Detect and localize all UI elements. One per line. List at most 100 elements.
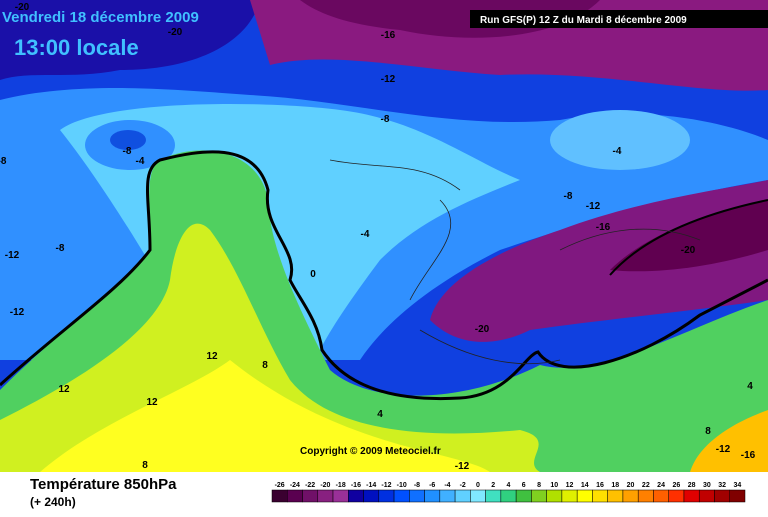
contour-label: -4 bbox=[136, 156, 145, 167]
legend-label: 8 bbox=[537, 482, 541, 489]
legend-label: 14 bbox=[581, 482, 589, 489]
legend-swatch bbox=[485, 489, 502, 503]
legend-label: 26 bbox=[672, 482, 680, 489]
contour-label: 12 bbox=[146, 397, 158, 408]
contour-label: -4 bbox=[361, 229, 370, 240]
legend-label: -14 bbox=[366, 482, 376, 489]
contour-label: 8 bbox=[142, 460, 148, 471]
region bbox=[40, 360, 490, 472]
run-box bbox=[470, 10, 768, 28]
lead-time: (+ 240h) bbox=[30, 495, 76, 509]
legend-label: -22 bbox=[305, 482, 315, 489]
contour-label: 12 bbox=[58, 384, 70, 395]
legend-swatch bbox=[393, 489, 410, 503]
legend-label: -18 bbox=[336, 482, 346, 489]
legend-label: 10 bbox=[550, 482, 558, 489]
legend-swatch bbox=[454, 489, 471, 503]
contour-label: -20 bbox=[681, 245, 696, 256]
legend-swatch bbox=[698, 489, 715, 503]
legend-swatch bbox=[317, 489, 334, 503]
legend-swatch bbox=[515, 489, 532, 503]
contour-label: -12 bbox=[586, 201, 601, 212]
legend-label: 12 bbox=[566, 482, 574, 489]
legend-swatch bbox=[607, 489, 624, 503]
legend-label: 32 bbox=[718, 482, 726, 489]
contour-label: -8 bbox=[564, 191, 573, 202]
contour bbox=[609, 199, 768, 276]
legend-label: -8 bbox=[414, 482, 420, 489]
variable: Température 850hPa bbox=[30, 476, 177, 493]
legend-label: -4 bbox=[444, 482, 450, 489]
legend-swatch bbox=[409, 489, 425, 503]
legend-swatch bbox=[271, 489, 288, 503]
region bbox=[690, 410, 768, 472]
legend-swatch bbox=[546, 489, 563, 503]
region bbox=[610, 200, 768, 272]
legend-label: 0 bbox=[476, 482, 480, 489]
legend-label: 20 bbox=[627, 482, 635, 489]
legend-label: -26 bbox=[275, 482, 285, 489]
contour-label: 4 bbox=[747, 381, 753, 392]
region bbox=[110, 130, 146, 150]
contour-label: -4 bbox=[613, 146, 622, 157]
legend-swatch bbox=[561, 489, 578, 503]
legend-swatch bbox=[622, 489, 639, 503]
contour-label: -8 bbox=[56, 243, 65, 254]
legend-swatch bbox=[302, 489, 319, 503]
legend-swatch bbox=[378, 489, 395, 503]
legend-swatch bbox=[683, 489, 700, 503]
contour-label: -8 bbox=[381, 114, 390, 125]
legend-label: -16 bbox=[351, 482, 361, 489]
date: Vendredi 18 décembre 2009 bbox=[2, 9, 199, 26]
legend-swatch bbox=[500, 489, 517, 503]
legend-swatch bbox=[637, 489, 654, 503]
legend-swatch bbox=[668, 489, 685, 503]
legend-label: 6 bbox=[522, 482, 526, 489]
legend-label: 4 bbox=[507, 482, 511, 489]
legend-swatch bbox=[653, 489, 669, 503]
region bbox=[0, 0, 260, 80]
contour-label: -8 bbox=[0, 156, 7, 167]
run-info: Run GFS(P) 12 Z du Mardi 8 décembre 2009 bbox=[480, 15, 687, 26]
legend-label: -24 bbox=[290, 482, 300, 489]
legend-label: 16 bbox=[596, 482, 604, 489]
region bbox=[430, 180, 768, 342]
zero-isotherm bbox=[0, 150, 768, 401]
legend-swatch bbox=[576, 489, 593, 503]
contour-label: 0 bbox=[310, 269, 316, 280]
contour-label: -12 bbox=[455, 461, 470, 472]
contour-label: -12 bbox=[381, 74, 396, 85]
legend-label: -20 bbox=[320, 482, 330, 489]
time: 13:00 locale bbox=[14, 35, 139, 60]
contour-label: -8 bbox=[123, 146, 132, 157]
region bbox=[550, 110, 690, 170]
coastline bbox=[329, 159, 701, 365]
contour-label: -20 bbox=[168, 27, 183, 38]
legend-swatch bbox=[439, 489, 456, 503]
legend-label: 18 bbox=[611, 482, 619, 489]
contour-label: -12 bbox=[10, 307, 25, 318]
legend-swatch bbox=[424, 489, 441, 503]
legend-swatch bbox=[363, 489, 380, 503]
contour-label: -20 bbox=[15, 2, 30, 13]
legend-label: -10 bbox=[397, 482, 407, 489]
contour-label: 4 bbox=[377, 409, 383, 420]
legend-swatch bbox=[714, 489, 730, 503]
contour-label: -12 bbox=[5, 250, 20, 261]
legend-swatch bbox=[348, 489, 364, 503]
contour-label: -20 bbox=[475, 324, 490, 335]
legend-swatch bbox=[531, 489, 547, 503]
contour-label: -16 bbox=[381, 30, 396, 41]
region bbox=[300, 0, 600, 38]
region bbox=[0, 223, 540, 472]
contour-label: 8 bbox=[705, 426, 711, 437]
contour-label: -12 bbox=[716, 444, 731, 455]
legend-label: -2 bbox=[460, 482, 466, 489]
legend-swatch bbox=[332, 489, 349, 503]
contour-label: -16 bbox=[741, 450, 756, 461]
legend-swatch bbox=[287, 489, 303, 503]
legend-label: 24 bbox=[657, 482, 665, 489]
copyright: Copyright © 2009 Meteociel.fr bbox=[300, 446, 441, 457]
legend-label: 28 bbox=[688, 482, 696, 489]
